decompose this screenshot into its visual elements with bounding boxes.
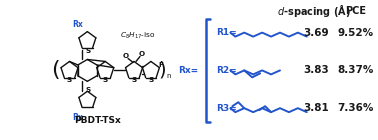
Text: ): ) xyxy=(158,61,166,80)
Text: (: ( xyxy=(51,60,60,80)
Text: S: S xyxy=(67,77,72,83)
Text: 3.81: 3.81 xyxy=(303,103,328,113)
Text: R3=: R3= xyxy=(217,104,237,113)
Text: 7.36%: 7.36% xyxy=(337,103,373,113)
Text: 8.37%: 8.37% xyxy=(337,65,373,75)
Text: Rx=: Rx= xyxy=(178,66,198,75)
Text: 9.52%: 9.52% xyxy=(338,28,373,38)
Text: S: S xyxy=(86,87,91,93)
Text: S: S xyxy=(148,77,153,83)
Text: S: S xyxy=(102,77,108,83)
Text: $\it{d}$-spacing (Å): $\it{d}$-spacing (Å) xyxy=(277,2,350,19)
Text: O: O xyxy=(123,53,129,60)
Text: $C_8H_{17}$-iso: $C_8H_{17}$-iso xyxy=(120,30,156,41)
Text: S: S xyxy=(132,77,137,83)
Text: PBDT-TSx: PBDT-TSx xyxy=(74,116,121,125)
Text: PCE: PCE xyxy=(345,6,366,16)
Text: 3.69: 3.69 xyxy=(303,28,328,38)
Text: O: O xyxy=(139,52,145,58)
Text: Rx: Rx xyxy=(72,20,83,29)
Text: R2=: R2= xyxy=(217,66,237,75)
Text: Rx: Rx xyxy=(72,113,83,122)
Text: 3.83: 3.83 xyxy=(303,65,328,75)
Text: R1=: R1= xyxy=(217,28,237,37)
Text: n: n xyxy=(167,73,171,79)
Text: F: F xyxy=(158,62,163,68)
Text: S: S xyxy=(86,47,91,53)
